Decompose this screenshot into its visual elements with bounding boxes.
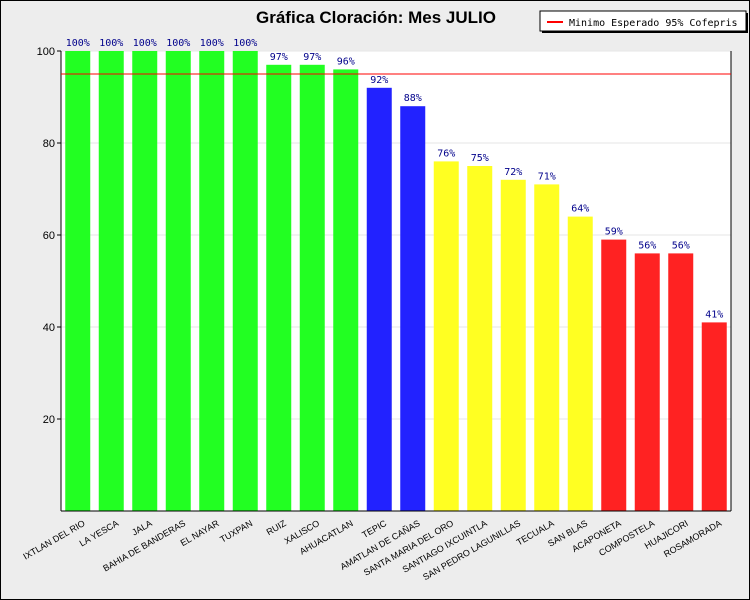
bar bbox=[98, 51, 124, 511]
data-label: 56% bbox=[638, 240, 656, 251]
legend-label: Minimo Esperado 95% Cofepris bbox=[569, 18, 738, 29]
bar bbox=[232, 51, 258, 511]
data-label: 56% bbox=[672, 240, 690, 251]
x-tick-label: EL NAYAR bbox=[179, 518, 222, 548]
y-tick-label: 80 bbox=[43, 138, 55, 150]
bar bbox=[534, 184, 560, 511]
data-label: 100% bbox=[233, 38, 257, 49]
x-tick-label: RUIZ bbox=[265, 518, 289, 537]
data-label: 97% bbox=[270, 52, 288, 63]
data-label: 41% bbox=[705, 309, 723, 320]
chart-title: Gráfica Cloración: Mes JULIO bbox=[256, 8, 496, 27]
bar bbox=[500, 179, 526, 512]
bar bbox=[366, 87, 392, 512]
data-label: 92% bbox=[370, 75, 388, 86]
y-tick-label: 40 bbox=[43, 322, 55, 334]
bar bbox=[299, 64, 325, 512]
bar bbox=[199, 51, 225, 511]
bar bbox=[634, 253, 660, 511]
plot-area bbox=[61, 51, 731, 511]
bar bbox=[601, 239, 627, 511]
data-label: 97% bbox=[303, 52, 321, 63]
data-label: 64% bbox=[571, 204, 589, 215]
data-label: 100% bbox=[99, 38, 123, 49]
legend: Minimo Esperado 95% Cofepris bbox=[539, 10, 748, 33]
bar bbox=[132, 51, 158, 511]
data-label: 59% bbox=[605, 227, 623, 238]
data-label: 72% bbox=[504, 167, 522, 178]
bar bbox=[165, 51, 191, 511]
bar bbox=[668, 253, 694, 511]
x-tick-label: ROSAMORADA bbox=[662, 518, 723, 559]
data-label: 100% bbox=[66, 38, 90, 49]
bar bbox=[467, 166, 493, 511]
data-label: 75% bbox=[471, 153, 489, 164]
bar bbox=[433, 161, 459, 511]
x-tick-label: JALA bbox=[130, 518, 154, 537]
data-label: 100% bbox=[200, 38, 224, 49]
y-tick-label: 60 bbox=[43, 230, 55, 242]
bar bbox=[266, 64, 292, 512]
y-tick-label: 100 bbox=[37, 46, 55, 58]
bar bbox=[333, 69, 359, 512]
bar bbox=[65, 51, 91, 511]
bar bbox=[400, 106, 426, 511]
x-tick-label: TUXPAN bbox=[218, 518, 254, 545]
bar bbox=[567, 216, 593, 511]
bar bbox=[701, 322, 727, 511]
data-label: 76% bbox=[437, 148, 455, 159]
data-label: 96% bbox=[337, 56, 355, 67]
data-label: 88% bbox=[404, 93, 422, 104]
data-label: 100% bbox=[166, 38, 190, 49]
data-label: 71% bbox=[538, 171, 556, 182]
data-label: 100% bbox=[133, 38, 157, 49]
y-tick-label: 20 bbox=[43, 414, 55, 426]
